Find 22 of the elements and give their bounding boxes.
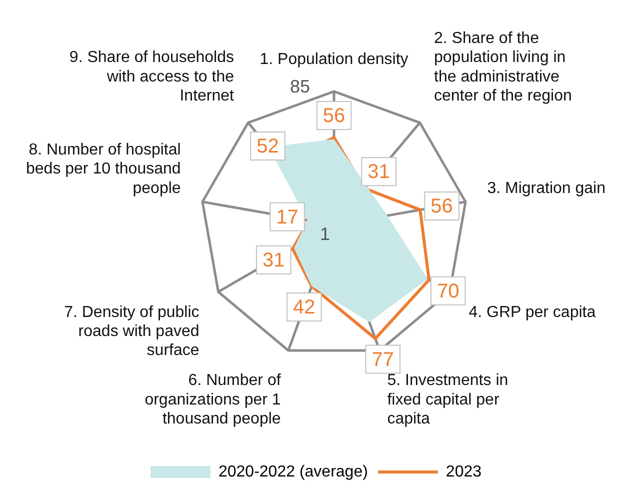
spoke-label: 9. Share of households with access to the Internet [69,49,235,105]
spoke-label: 4. GRP per capita [468,304,596,321]
spoke-label: 8. Number of hospital beds per 10 thousand people [26,141,181,197]
spoke-label: 1. Population density [260,51,408,68]
spoke-label: 3. Migration gain [487,180,606,197]
y-tick-label: 1 [320,224,330,244]
data-label: 56 [430,196,453,218]
legend-label: 2020-2022 (average) [218,463,368,480]
data-label: 31 [368,161,390,184]
spoke-label: 6. Number of organizations per 1 thousand people [144,372,282,428]
spoke-label: 7. Density of public roads with paved surface [64,304,200,360]
data-label: 70 [436,280,460,302]
data-label: 31 [262,249,285,272]
data-label: 17 [276,206,298,228]
data-label: 77 [372,348,394,371]
data-label: 42 [293,296,316,318]
data-label: 56 [322,105,346,128]
spoke-label: 2. Share of the population living in the administrative center of the region [434,30,572,105]
spoke-label: 5. Investments in fixed capital per capita [387,372,508,428]
legend-label: 2023 [446,463,482,480]
data-label: 52 [256,136,279,158]
y-tick-label: 85 [290,76,310,96]
